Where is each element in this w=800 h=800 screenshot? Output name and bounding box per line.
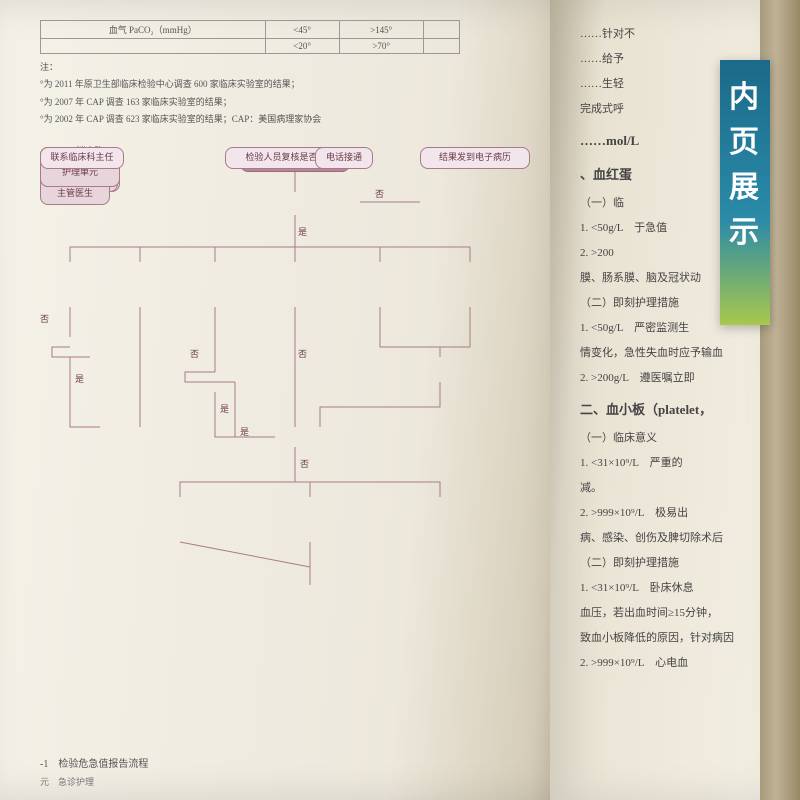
flowchart: 检验结果完成 检验人员复核是否危急值 结果发到电子病历 网络消息发送给护理单元 … [40,147,550,647]
text-line: 1. <31×10⁹/L 严重的 [580,452,752,474]
text-line: 减。 [580,477,752,499]
text-line: 1. <31×10⁹/L 卧床休息 [580,577,752,599]
cell: <45° [265,21,339,39]
text-line: 病、感染、创伤及脾切除术后 [580,527,752,549]
cell: >145° [339,21,423,39]
note-line: °为 2011 年原卫生部临床检验中心调查 600 家临床实验室的结果； [40,77,550,92]
section-heading: 二、血小板（platelet， [580,397,752,423]
left-page: 血气 PaCO₂（mmHg） <45° >145° <20° >70° 注： °… [0,0,580,800]
flow-label-no: 否 [40,312,49,325]
flow-label-yes: 是 [75,372,84,385]
figure-caption: -1 检验危急值报告流程 [40,755,148,770]
text-line: （二）即刻护理措施 [580,552,752,574]
text-line: 2. >200g/L 遵医嘱立即 [580,367,752,389]
table-row: 血气 PaCO₂（mmHg） <45° >145° [41,21,460,39]
text-line: 血压，若出血时间≥15分钟， [580,602,752,624]
table-row: <20° >70° [41,39,460,54]
note-line: 注： [40,60,550,75]
text-line: （一）临床意义 [580,427,752,449]
badge-text: 内页展示 [729,75,761,255]
text-line: 2. >999×10⁹/L 心电血 [580,652,752,674]
cell: <20° [265,39,339,54]
flow-label-yes: 是 [220,402,229,415]
table-notes: 注： °为 2011 年原卫生部临床检验中心调查 600 家临床实验室的结果； … [40,60,550,127]
cell: 血气 PaCO₂（mmHg） [41,21,266,39]
flow-node: 联系临床科主任 [40,147,124,169]
note-line: °为 2007 年 CAP 调查 163 家临床实验室的结果； [40,95,550,110]
text-line: ……针对不 [580,23,752,45]
preview-badge: 内页展示 [720,60,770,325]
page-footer: 元 急诊护理 [40,775,94,788]
flow-label-no: 否 [300,457,309,470]
note-line: °为 2002 年 CAP 调查 623 家临床实验室的结果；CAP：美国病理家… [40,112,550,127]
text-line: 2. >999×10⁹/L 极易出 [580,502,752,524]
flow-label-no: 否 [190,347,199,360]
flow-node-emr: 结果发到电子病历 [420,147,530,169]
flow-label-yes: 是 [298,225,307,238]
data-table: 血气 PaCO₂（mmHg） <45° >145° <20° >70° [40,20,460,54]
text-line: 致血小板降低的原因，针对病因 [580,627,752,649]
flowchart-connectors [40,147,550,647]
flow-label-no: 否 [375,187,384,200]
cell [41,39,266,54]
text-line: 情变化，急性失血时应予输血 [580,342,752,364]
cell [423,21,459,39]
flow-label-no: 否 [298,347,307,360]
cell: >70° [339,39,423,54]
cell [423,39,459,54]
flow-node: 电话接通 [315,147,373,169]
flow-label-yes: 是 [240,425,249,438]
